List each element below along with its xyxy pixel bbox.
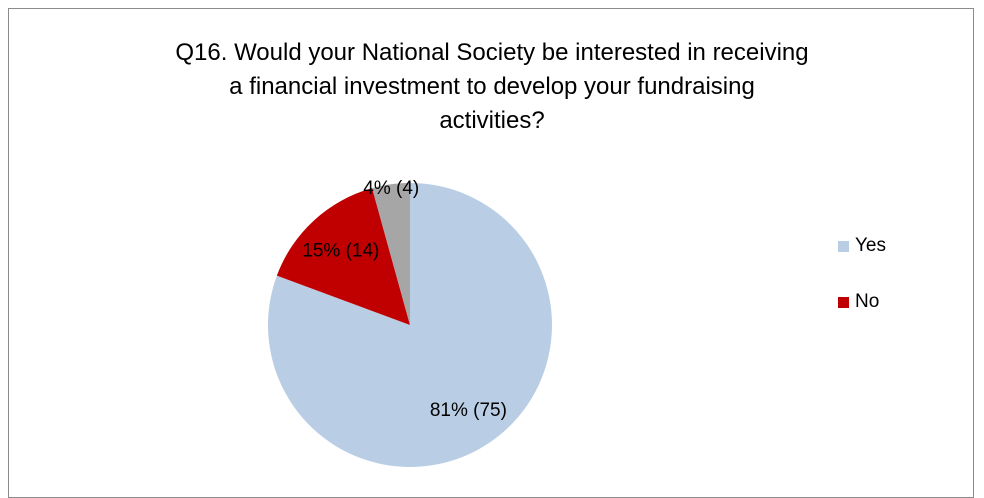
pie-chart: 81% (75) 15% (14) 4% (4)	[268, 178, 553, 468]
legend-label-yes: Yes	[855, 235, 886, 256]
chart-title-line-1: Q16. Would your National Society be inte…	[175, 39, 809, 66]
data-label-na: 4% (4)	[363, 178, 419, 199]
pie-slice-na	[372, 183, 410, 325]
legend-label-no: No	[855, 291, 880, 312]
legend-swatch-no	[838, 296, 849, 308]
chart-title-line-2: a financial investment to develop your f…	[229, 73, 755, 100]
pie-slice-yes	[268, 183, 553, 468]
legend-item-yes: Yes	[838, 232, 886, 260]
legend-item-no: No	[838, 288, 886, 316]
legend: Yes No	[838, 232, 886, 344]
data-label-yes: 81% (75)	[430, 400, 507, 421]
chart-title: Q16. Would your National Society be inte…	[0, 36, 984, 138]
data-label-no: 15% (14)	[302, 241, 379, 262]
pie-slice-no	[276, 188, 410, 325]
legend-swatch-yes	[838, 240, 849, 252]
chart-title-line-3: activities?	[439, 107, 545, 134]
